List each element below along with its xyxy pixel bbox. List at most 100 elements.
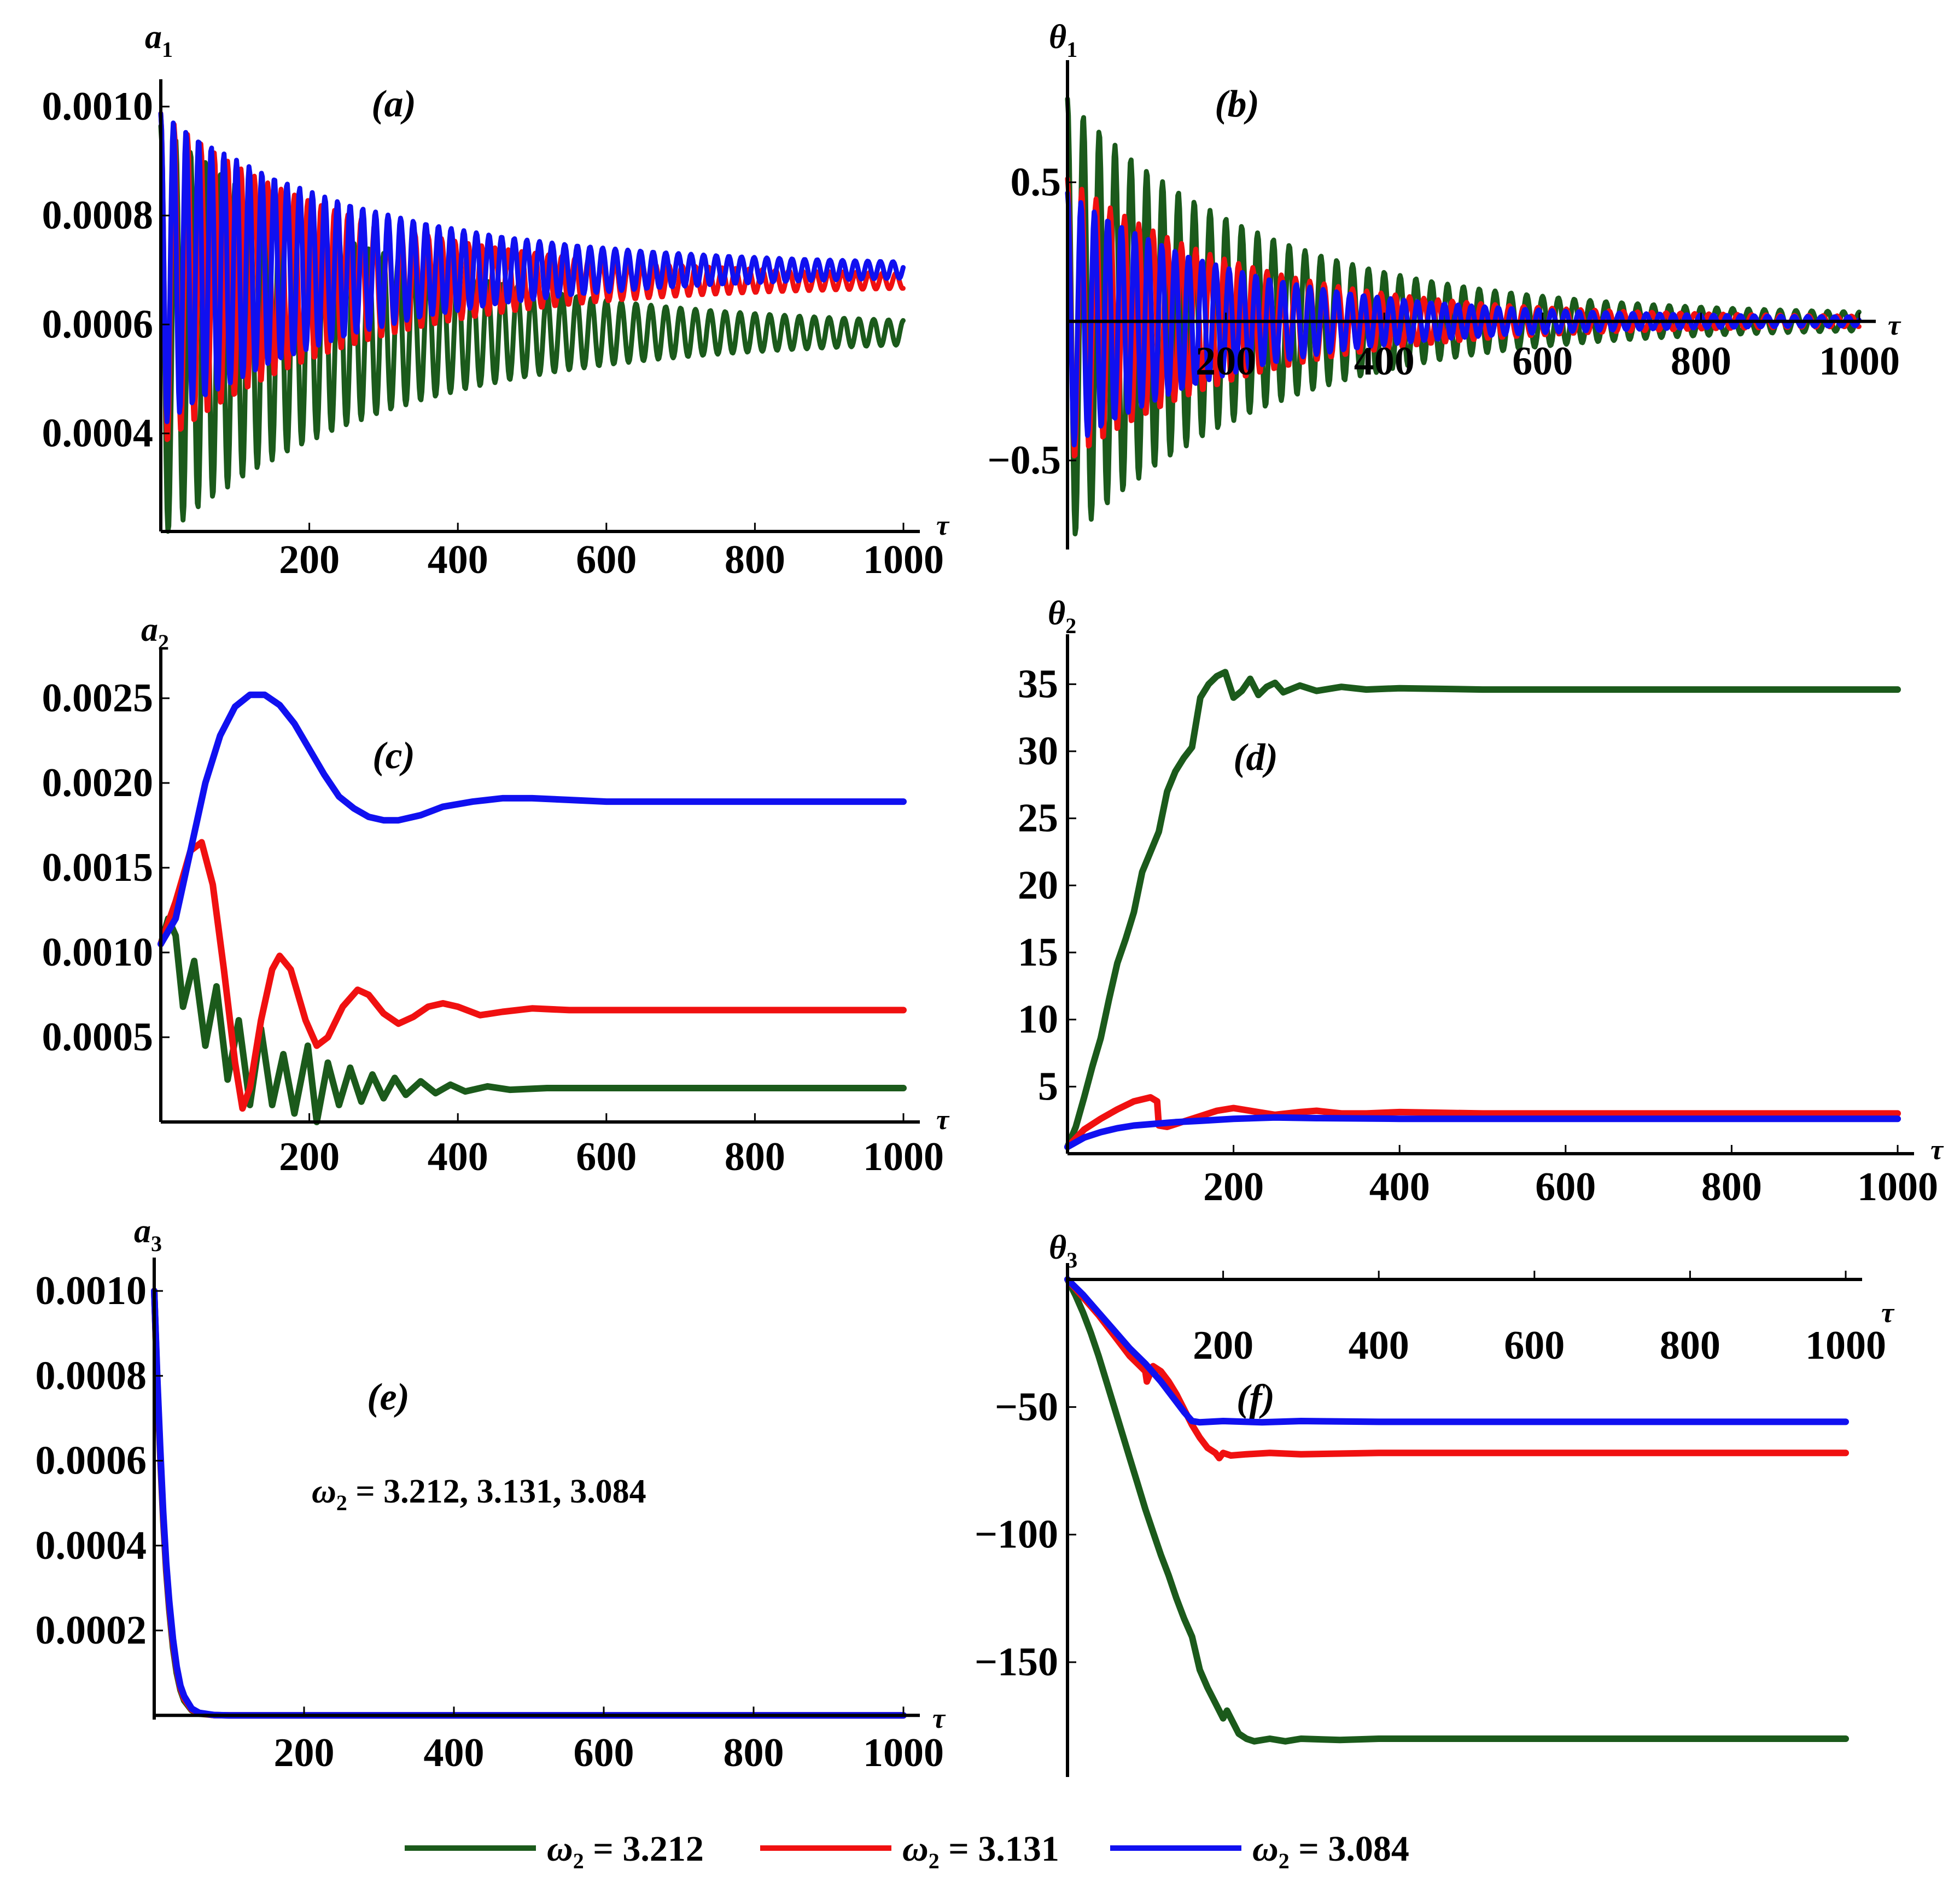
panel-label-b: (b)	[1215, 83, 1259, 125]
x-tick-label-a: 1000	[863, 537, 944, 582]
panel-f: (f) θ3 τ 200 400 600 800 1000 −150 −100 −50	[975, 1229, 1895, 1777]
x-tick-label-a: 800	[725, 537, 785, 582]
x-tick-label-b: 200	[1195, 339, 1256, 384]
xlabel-e: τ	[932, 1703, 946, 1734]
x-tick-label-d: 400	[1369, 1165, 1430, 1209]
x-tick-label-f: 200	[1193, 1323, 1253, 1368]
legend-symbol-green: ω	[547, 1829, 573, 1869]
legend-symbol-red: ω	[902, 1829, 929, 1869]
legend-subscript-green: 2	[573, 1849, 584, 1873]
panel-e: (e) a3 τ ω2 = 3.212, 3.131, 3.084 200 400…	[36, 1213, 947, 1775]
panel-label-c: (c)	[372, 735, 415, 777]
ylabel-f: θ3	[1049, 1229, 1077, 1272]
x-tick-label-e: 1000	[863, 1731, 944, 1775]
series-line-green-d	[1064, 669, 1901, 1150]
x-tick-label-f: 400	[1349, 1323, 1409, 1368]
x-tick-label-d: 800	[1701, 1165, 1762, 1209]
x-tick-label-a: 600	[576, 537, 637, 582]
legend-value-blue: = 3.084	[1290, 1829, 1409, 1869]
panel-label-a: (a)	[371, 83, 416, 125]
y-tick-label-b: 0.5	[1011, 160, 1061, 204]
x-tick-label-e: 400	[424, 1731, 485, 1775]
legend-symbol-blue: ω	[1252, 1829, 1279, 1869]
legend-value-green: = 3.212	[584, 1829, 704, 1869]
y-tick-label-e: 0.0008	[36, 1353, 147, 1398]
x-tick-label-e: 800	[724, 1731, 784, 1775]
ylabel-subscript-d: 2	[1065, 613, 1076, 638]
ylabel-d: θ2	[1048, 595, 1076, 638]
y-tick-label-d: 15	[1018, 930, 1058, 975]
panel-label-e: (e)	[367, 1376, 410, 1418]
ylabel-a: a1	[145, 19, 173, 62]
y-tick-label-e: 0.0006	[36, 1439, 147, 1483]
y-tick-label-c: 0.0025	[42, 676, 154, 721]
x-tick-label-b: 600	[1512, 339, 1573, 384]
y-tick-label-c: 0.0020	[42, 761, 154, 805]
xlabel-b: τ	[1888, 310, 1901, 341]
x-tick-label-a: 200	[279, 537, 340, 582]
y-tick-label-e: 0.0004	[36, 1523, 147, 1568]
ylabel-subscript-e: 3	[151, 1231, 162, 1256]
y-tick-label-e: 0.0010	[36, 1269, 147, 1313]
xlabel-c: τ	[936, 1104, 950, 1136]
y-tick-label-c: 0.0005	[42, 1015, 154, 1060]
series-line-blue-b	[1065, 190, 1862, 448]
ylabel-symbol-f: θ	[1049, 1229, 1066, 1266]
x-tick-label-f: 800	[1660, 1323, 1720, 1368]
x-tick-label-e: 200	[274, 1731, 335, 1775]
x-tick-label-f: 1000	[1805, 1323, 1886, 1368]
y-tick-label-a: 0.0010	[42, 84, 154, 129]
x-tick-label-c: 200	[279, 1135, 340, 1179]
ylabel-b: θ1	[1049, 19, 1077, 62]
series-line-green-c	[158, 915, 907, 1125]
annotation-symbol: ω	[312, 1473, 336, 1510]
x-tick-label-d: 600	[1535, 1165, 1596, 1209]
x-tick-label-c: 800	[725, 1135, 785, 1179]
ylabel-symbol-e: a	[134, 1213, 151, 1250]
y-tick-label-e: 0.0002	[36, 1608, 147, 1653]
x-tick-label-f: 600	[1504, 1323, 1565, 1368]
x-tick-label-b: 1000	[1819, 339, 1900, 384]
omega-annotation: ω2 = 3.212, 3.131, 3.084	[312, 1473, 646, 1515]
y-tick-label-f: −150	[975, 1640, 1058, 1685]
y-tick-label-c: 0.0015	[42, 845, 154, 890]
xlabel-f: τ	[1881, 1297, 1895, 1329]
series-line-blue-c	[158, 691, 907, 948]
ylabel-subscript-b: 1	[1066, 37, 1077, 62]
ylabel-subscript-f: 3	[1066, 1248, 1077, 1272]
panel-label-f: (f)	[1236, 1377, 1275, 1419]
x-tick-label-b: 800	[1671, 339, 1731, 384]
series-line-red-d	[1064, 1094, 1901, 1150]
series-line-blue-a	[158, 111, 906, 424]
y-tick-label-f: −50	[995, 1384, 1058, 1429]
panel-c: (c) a2 τ 200 400 600 800 1000 0.0005 0.0010 0.0…	[42, 611, 950, 1179]
legend-subscript-blue: 2	[1279, 1849, 1290, 1873]
legend-label-red: ω2 = 3.131	[902, 1829, 1059, 1873]
y-tick-label-d: 35	[1018, 662, 1058, 706]
y-tick-label-f: −100	[975, 1512, 1058, 1557]
annotation-subscript: 2	[336, 1490, 347, 1515]
y-tick-label-d: 25	[1018, 796, 1058, 841]
x-tick-label-c: 1000	[863, 1135, 944, 1179]
panel-label-d: (d)	[1233, 737, 1278, 779]
xlabel-d: τ	[1930, 1135, 1944, 1166]
y-tick-label-d: 30	[1018, 729, 1058, 774]
y-tick-label-b: −0.5	[987, 438, 1061, 483]
panel-a: (a) a1 τ 200 400 600 800 1000 0.0004 0.0006 0.0…	[42, 19, 950, 582]
y-tick-label-a: 0.0008	[42, 193, 154, 238]
legend: ω2 = 3.212 ω2 = 3.131 ω2 = 3.084	[405, 1829, 1409, 1873]
series-line-blue-d	[1064, 1114, 1901, 1150]
y-tick-label-a: 0.0006	[42, 302, 154, 347]
y-tick-label-d: 10	[1018, 997, 1058, 1042]
legend-subscript-red: 2	[929, 1849, 940, 1873]
y-tick-label-d: 5	[1038, 1064, 1058, 1109]
series-line-green-f	[1064, 1276, 1849, 1745]
x-tick-label-a: 400	[428, 537, 488, 582]
x-tick-label-c: 600	[576, 1135, 637, 1179]
y-tick-label-a: 0.0004	[42, 411, 154, 456]
series-line-blue-f	[1064, 1276, 1849, 1426]
y-tick-label-d: 20	[1018, 863, 1058, 908]
legend-label-green: ω2 = 3.212	[547, 1829, 704, 1873]
ylabel-symbol-d: θ	[1048, 595, 1065, 632]
ylabel-e: a3	[134, 1213, 162, 1256]
